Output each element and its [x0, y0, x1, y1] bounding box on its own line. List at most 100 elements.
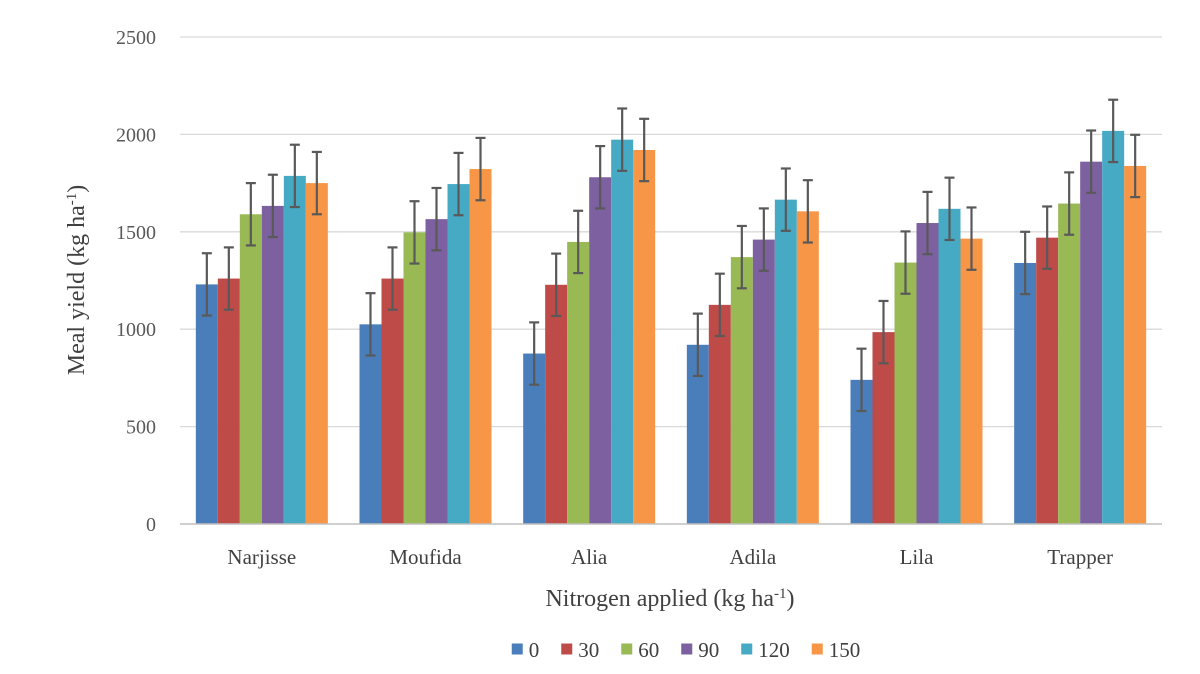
error-bar: [245, 182, 256, 247]
y-tick-label: 0: [146, 514, 156, 536]
bar-60-narjisse: [239, 214, 262, 524]
bar-90-moufida: [425, 219, 448, 524]
error-bar: [267, 173, 278, 239]
bar-30-adila: [708, 304, 731, 524]
error-bar: [431, 186, 442, 252]
legend-label: 150: [829, 638, 861, 662]
bar-120-alia: [611, 139, 634, 524]
error-bar: [387, 246, 398, 311]
legend-swatch: [511, 643, 523, 655]
bar-0-alia: [523, 353, 546, 524]
legend: 0 30 60 90 120 150: [511, 638, 861, 662]
y-tick-label: 1500: [116, 222, 156, 244]
legend-swatch: [811, 643, 823, 655]
bar-90-adila: [752, 239, 775, 525]
error-bar: [289, 143, 300, 209]
legend-item: 60: [621, 638, 659, 662]
bar-150-trapper: [1124, 165, 1147, 525]
legend-swatch: [621, 643, 633, 655]
error-bar: [714, 272, 725, 338]
y-tick-label: 500: [126, 417, 156, 439]
error-bar: [736, 224, 747, 290]
x-tick-label: Trapper: [1047, 545, 1113, 569]
y-tick-label: 2000: [116, 124, 156, 146]
error-bar: [223, 246, 234, 311]
bars: [195, 130, 1147, 525]
bar-60-trapper: [1058, 203, 1081, 524]
bar-150-narjisse: [305, 183, 328, 524]
error-bar: [922, 190, 933, 256]
bar-0-narjisse: [195, 284, 218, 524]
bar-30-narjisse: [217, 278, 240, 524]
legend-label: 120: [758, 638, 790, 662]
error-bar: [1064, 171, 1075, 236]
bar-120-adila: [774, 199, 797, 524]
error-bar: [856, 347, 867, 413]
bar-30-moufida: [381, 278, 404, 524]
y-tick-label: 1000: [116, 319, 156, 341]
error-bar: [639, 117, 650, 183]
x-axis-title: Nitrogen applied (kg ha-1): [545, 586, 794, 612]
error-bar: [573, 209, 584, 275]
bar-30-trapper: [1036, 237, 1059, 525]
x-tick-label: Adila: [730, 545, 777, 569]
legend-label: 0: [529, 638, 540, 662]
bar-150-adila: [796, 211, 819, 524]
bar-60-adila: [730, 257, 753, 524]
bar-60-lila: [894, 262, 917, 524]
bar-0-adila: [686, 344, 709, 524]
bar-90-trapper: [1080, 161, 1103, 524]
error-bar: [551, 252, 562, 318]
error-bar: [1086, 129, 1097, 194]
error-bar: [595, 144, 606, 210]
x-tick-label: Narjisse: [227, 545, 296, 569]
x-tick-label: Alia: [571, 545, 608, 569]
bar-90-narjisse: [261, 205, 284, 524]
error-bar: [409, 200, 420, 265]
error-bar: [692, 312, 703, 378]
legend-item: 0: [511, 638, 540, 662]
error-bar: [617, 107, 628, 172]
bar-60-moufida: [403, 232, 426, 524]
error-bar: [529, 321, 540, 386]
error-bar: [1130, 133, 1141, 199]
y-tick-label: 2500: [116, 27, 156, 49]
legend-item: 30: [561, 638, 599, 662]
error-bar: [201, 252, 212, 317]
gridlines: [180, 36, 1162, 428]
error-bar: [311, 150, 322, 216]
error-bars: [201, 98, 1141, 413]
category-labels: Narjisse Moufida Alia Adila Lila Trapper: [227, 545, 1113, 569]
bar-30-alia: [545, 284, 568, 524]
legend-swatch: [561, 643, 573, 655]
x-tick-label: Moufida: [389, 545, 462, 569]
legend-swatch: [741, 643, 753, 655]
bar-120-trapper: [1102, 130, 1125, 524]
bar-60-alia: [567, 241, 590, 524]
y-axis-title: Meal yield (kg ha-1): [64, 185, 90, 375]
bar-120-moufida: [447, 184, 470, 524]
bar-0-lila: [850, 379, 873, 524]
error-bar: [1020, 230, 1031, 296]
error-bar: [453, 151, 464, 217]
legend-label: 60: [638, 638, 659, 662]
error-bar: [1042, 205, 1053, 270]
legend-item: 90: [681, 638, 719, 662]
error-bar: [780, 167, 791, 232]
legend-swatch: [681, 643, 693, 655]
bar-0-moufida: [359, 324, 382, 524]
y-axis-ticks: 0 500 1000 1500 2000 2500: [116, 27, 156, 536]
legend-label: 90: [698, 638, 719, 662]
bar-150-lila: [960, 238, 983, 525]
error-bar: [966, 206, 977, 271]
error-bar: [944, 176, 955, 242]
legend-label: 30: [578, 638, 599, 662]
error-bar: [475, 136, 486, 202]
error-bar: [365, 292, 376, 357]
error-bar: [802, 179, 813, 244]
bar-150-moufida: [469, 169, 492, 524]
legend-item: 150: [811, 638, 861, 662]
error-bar: [758, 207, 769, 272]
error-bar: [878, 299, 889, 365]
